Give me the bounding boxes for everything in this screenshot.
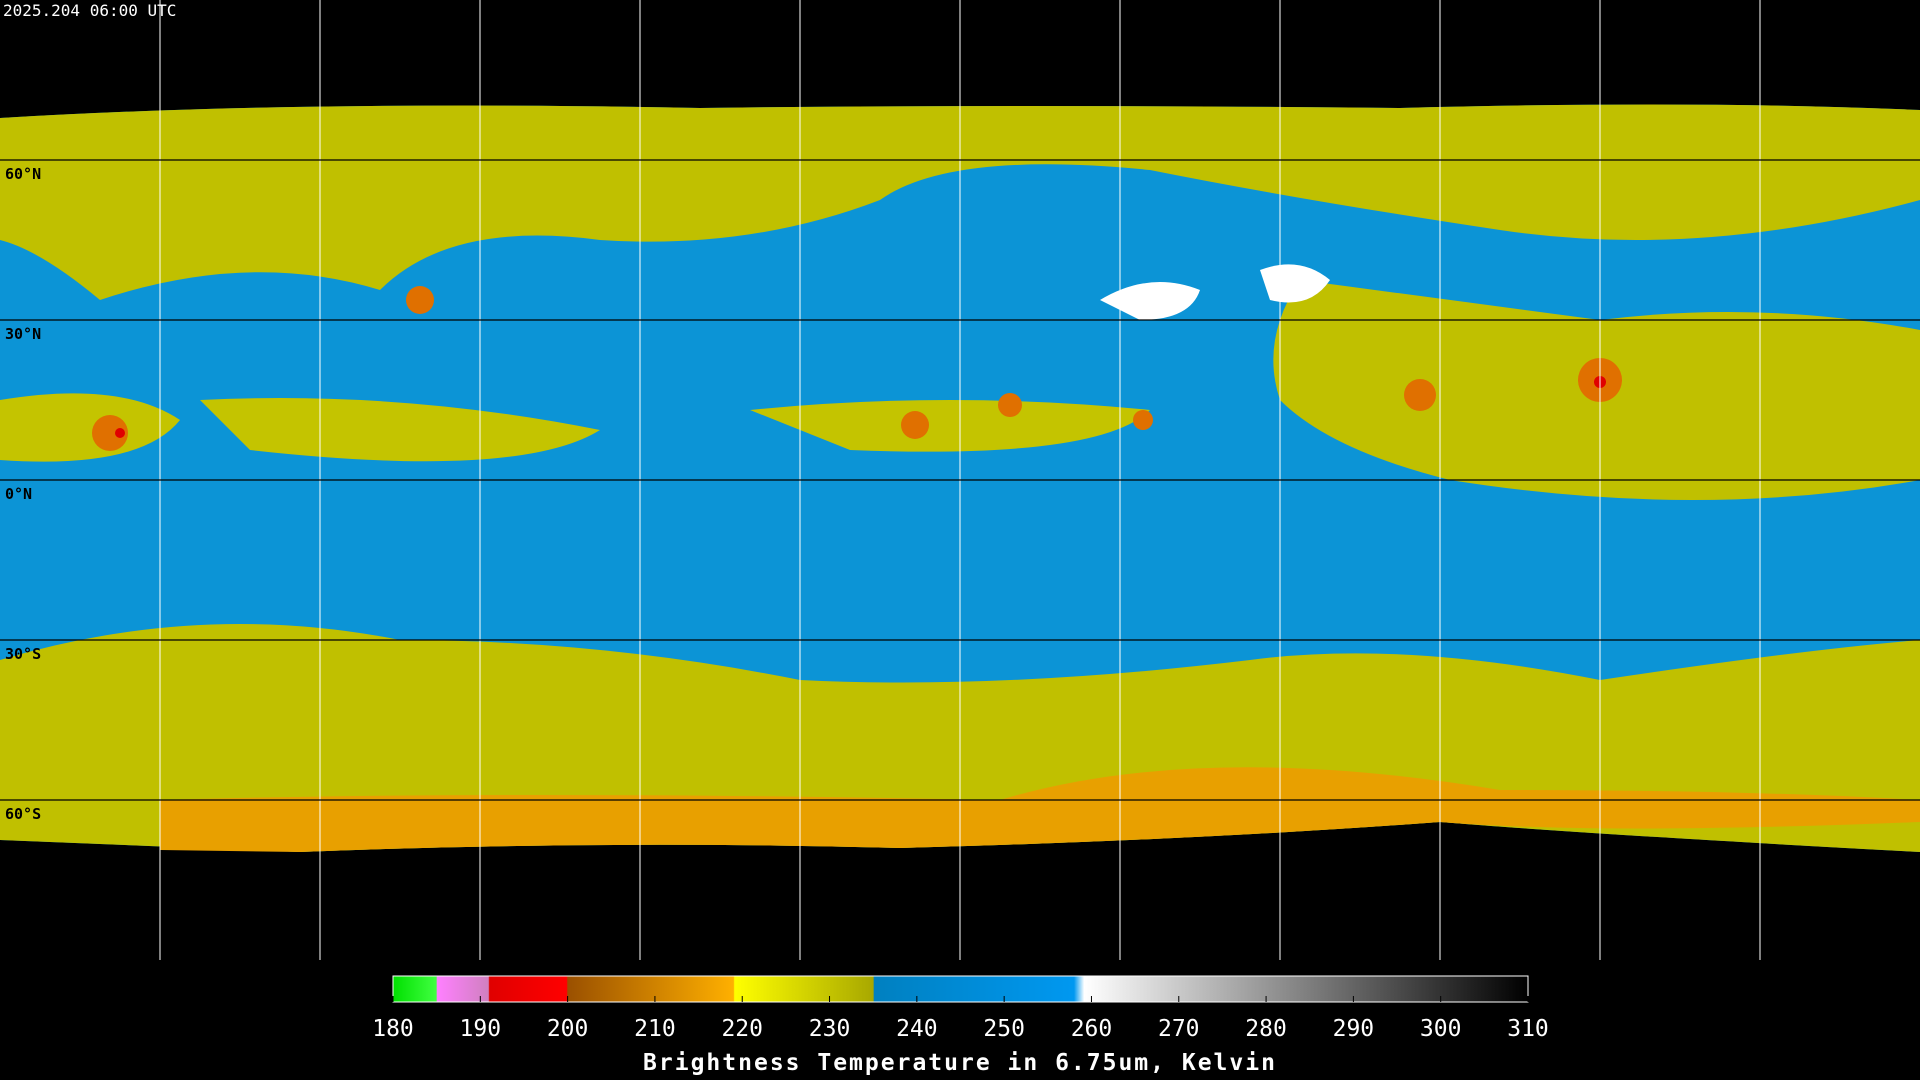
colorbar-tick-label: 280 (1245, 1016, 1287, 1042)
colorbar-tick-label: 230 (809, 1016, 851, 1042)
colorbar-tick-label: 190 (460, 1016, 502, 1042)
colorbar-tick-label: 300 (1420, 1016, 1462, 1042)
timestamp: 2025.204 06:00 UTC (3, 1, 176, 20)
colorbar-tick-label: 250 (983, 1016, 1025, 1042)
latitude-label: 30°N (5, 325, 41, 343)
colorbar-title: Brightness Temperature in 6.75um, Kelvin (643, 1050, 1277, 1076)
latitude-label: 60°N (5, 165, 41, 183)
colorbar-tick-label: 270 (1158, 1016, 1200, 1042)
latitude-label: 60°S (5, 805, 41, 823)
colorbar-tick-label: 260 (1071, 1016, 1113, 1042)
colorbar-tick-label: 240 (896, 1016, 938, 1042)
colorbar-tick-label: 310 (1507, 1016, 1549, 1042)
colorbar-tick-label: 220 (721, 1016, 763, 1042)
colorbar-tick-label: 290 (1333, 1016, 1375, 1042)
latitude-label: 30°S (5, 645, 41, 663)
colorbar-tick-label: 180 (372, 1016, 414, 1042)
colorbar-tick-label: 210 (634, 1016, 676, 1042)
colorbar (392, 975, 1529, 1003)
latitude-label: 0°N (5, 485, 32, 503)
colorbar-tick-label: 200 (547, 1016, 589, 1042)
graticule (159, 0, 1761, 960)
